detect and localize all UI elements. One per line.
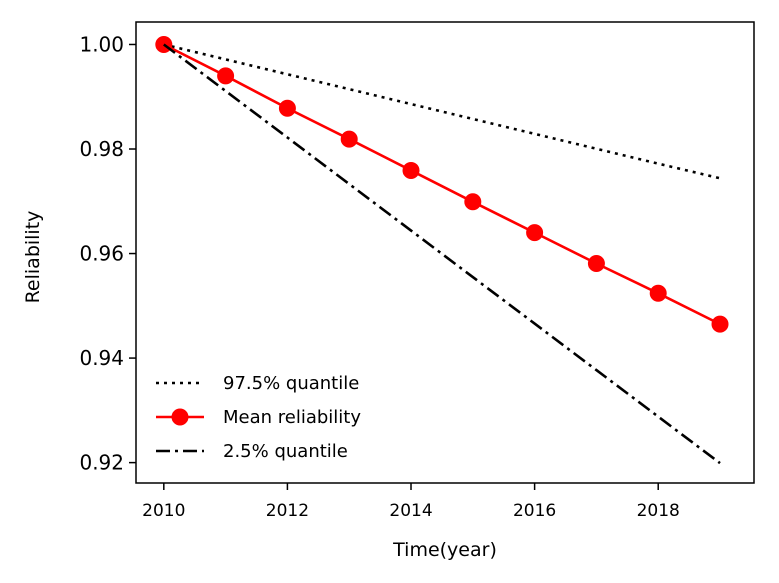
legend-label-2: Mean reliability xyxy=(223,407,361,428)
y-tick-label: 0.92 xyxy=(79,451,124,475)
legend-label-3: 2.5% quantile xyxy=(223,441,348,462)
x-tick-label: 2010 xyxy=(142,501,185,521)
series-2-point xyxy=(649,284,667,302)
series-2-point xyxy=(402,161,420,179)
x-tick-label: 2014 xyxy=(389,501,432,521)
series-2-point xyxy=(711,315,729,333)
series-2-point xyxy=(278,99,296,117)
series-2-point xyxy=(464,193,482,211)
plot-frame xyxy=(135,21,755,484)
x-tick-label: 2016 xyxy=(513,501,556,521)
legend: 97.5% quantile Mean reliability 2.5% quant… xyxy=(156,373,361,462)
y-tick-label: 0.94 xyxy=(79,346,124,370)
x-tick-label: 2018 xyxy=(637,501,680,521)
series-line-2 xyxy=(163,43,721,326)
series-2-point xyxy=(526,224,544,242)
series-2-point xyxy=(217,67,235,85)
x-axis-label: Time(year) xyxy=(392,539,497,561)
y-axis-label: Reliability xyxy=(22,211,44,304)
legend-label-1: 97.5% quantile xyxy=(223,373,359,394)
y-tick-label: 0.96 xyxy=(79,242,124,266)
ticks-layer: 2010 2012 2014 2016 2018 0.92 0.94 0.96 0.98 1.00 xyxy=(79,32,679,521)
y-tick-label: 1.00 xyxy=(79,32,124,56)
series-2-point xyxy=(340,130,358,148)
y-tick-label: 0.98 xyxy=(79,137,124,161)
x-tick-label: 2012 xyxy=(266,501,309,521)
series-2-point xyxy=(587,254,605,272)
legend-marker-2 xyxy=(171,408,189,426)
series-line-3 xyxy=(163,43,721,465)
series-layer xyxy=(155,35,729,465)
